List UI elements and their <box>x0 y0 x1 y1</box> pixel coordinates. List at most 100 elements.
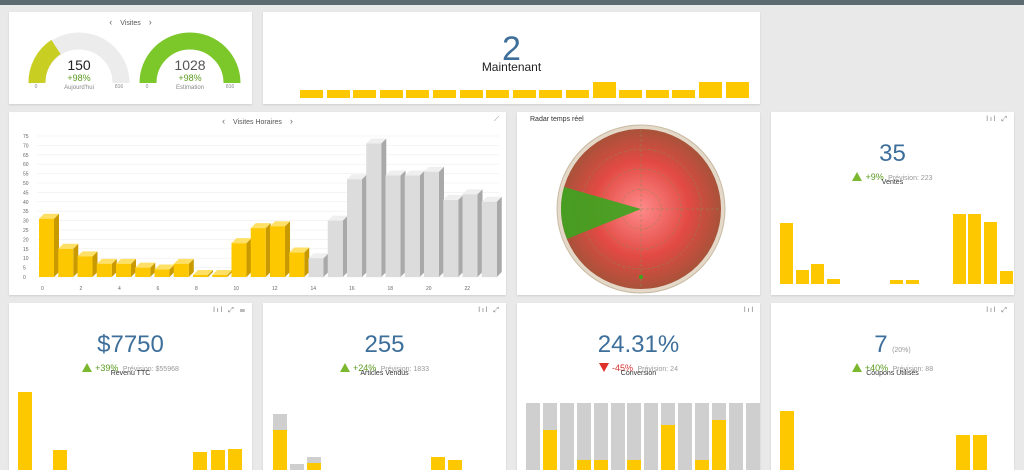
delta-pct: +40% <box>864 363 889 373</box>
bar-top <box>77 251 98 257</box>
bar <box>193 452 207 470</box>
forecast: Prévision: 24 <box>637 366 678 373</box>
y-tick-label: 10 <box>23 256 29 262</box>
bar <box>270 226 286 277</box>
bar <box>725 82 749 98</box>
bar-top <box>116 258 137 264</box>
chevron-right-icon[interactable]: › <box>289 116 293 126</box>
y-tick-label: 75 <box>23 134 29 140</box>
top-bar <box>0 0 1024 5</box>
chart-icon[interactable]: ⟋ <box>494 116 501 123</box>
bar-top <box>270 221 291 227</box>
x-tick-label: 20 <box>426 286 432 292</box>
delta-pct: +39% <box>95 363 119 373</box>
articles-delta: +24% Prévision: 1833 <box>263 358 506 376</box>
chart-toggle-icon[interactable]: lıl <box>743 307 755 314</box>
bar-side <box>381 138 387 277</box>
coupons-share: (20%) <box>892 347 911 354</box>
revenu-value: $7750 <box>97 331 164 358</box>
bar-side <box>419 170 425 277</box>
bar-side <box>73 243 79 277</box>
bar-top <box>443 194 464 200</box>
chevron-left-icon[interactable]: ‹ <box>222 116 226 126</box>
bar <box>379 90 403 98</box>
x-tick-label: 22 <box>465 286 471 292</box>
bar <box>58 248 74 277</box>
y-tick-label: 45 <box>23 190 29 196</box>
bar <box>404 175 420 277</box>
conversion-card: lıl 24.31% -45% Prévision: 24 Conversion <box>517 303 760 470</box>
bar <box>424 171 440 277</box>
bar <box>999 271 1013 284</box>
chevron-right-icon[interactable]: › <box>148 17 152 27</box>
bar <box>592 82 616 98</box>
gauge-min: 0 <box>145 84 149 90</box>
bar-top <box>96 258 117 264</box>
gauge-label: Estimation <box>175 85 204 91</box>
y-tick-label: 20 <box>23 237 29 243</box>
bar <box>576 403 591 470</box>
bar <box>231 243 247 277</box>
x-tick-label: 14 <box>311 286 317 292</box>
bar-side <box>285 221 291 277</box>
visites-title: Visites <box>120 20 141 27</box>
bar <box>385 175 401 277</box>
bar <box>672 90 696 98</box>
expand-icon[interactable]: lıl ⤢ ☰ <box>213 307 247 314</box>
radar-svg <box>556 124 726 294</box>
delta-pct: +9% <box>865 172 884 182</box>
x-tick-label: 16 <box>349 286 355 292</box>
bar-side <box>92 251 98 277</box>
bar <box>526 403 540 470</box>
bar <box>695 460 709 470</box>
coupons-delta: +40% Prévision: 88 <box>771 358 1014 376</box>
ventes-value: 35 <box>879 140 906 167</box>
gauge-max: 816 <box>225 84 235 90</box>
bar <box>135 267 151 277</box>
bar <box>889 280 903 284</box>
expand-icon[interactable]: lıl ⤢ <box>478 307 501 314</box>
bar <box>627 403 642 470</box>
bar <box>212 275 228 277</box>
expand-icon[interactable]: lıl ⤢ <box>986 307 1009 314</box>
gauges-svg <box>28 32 241 84</box>
x-tick-label: 8 <box>195 286 198 292</box>
articles-card: lıl ⤢ 255 +24% Prévision: 1833 Articles … <box>263 303 506 470</box>
expand-icon[interactable]: lıl ⤢ <box>986 116 1009 123</box>
y-tick-label: 15 <box>23 247 29 253</box>
delta-pct: +24% <box>353 363 377 373</box>
conversion-value: 24.31% <box>597 331 680 358</box>
x-tick-label: 10 <box>234 286 240 292</box>
bar <box>154 269 170 277</box>
bar-side <box>246 238 252 277</box>
bar-top <box>173 258 194 264</box>
bar-side <box>362 174 368 277</box>
chevron-left-icon[interactable]: ‹ <box>109 17 113 27</box>
bar <box>559 403 574 470</box>
visites-nav: ‹ Visites › <box>9 17 252 27</box>
bar <box>593 403 608 470</box>
bar <box>406 90 430 98</box>
bar <box>250 228 266 277</box>
hourly-nav: ‹ Visites Horaires › <box>9 116 506 126</box>
x-tick-label: 6 <box>157 286 160 292</box>
bar <box>645 90 669 98</box>
bar <box>745 403 760 470</box>
articles-value: 255 <box>364 331 405 358</box>
bar <box>827 279 841 284</box>
bar <box>347 179 363 277</box>
bar-side <box>111 258 117 277</box>
bar <box>539 90 563 98</box>
bar <box>459 90 483 98</box>
y-tick-label: 60 <box>23 162 29 168</box>
gauge-value: 1028 <box>174 57 206 73</box>
bar-top <box>250 223 271 229</box>
visites-card: ‹ Visites › 150 +98% Aujourd'hui 0 816 1… <box>9 12 252 104</box>
bar-side <box>458 194 464 277</box>
ventes-label: Ventes <box>881 179 904 186</box>
bar <box>39 218 55 277</box>
bar-side <box>169 264 175 277</box>
bar <box>326 90 350 98</box>
y-tick-label: 50 <box>23 181 29 187</box>
bar <box>193 275 209 277</box>
